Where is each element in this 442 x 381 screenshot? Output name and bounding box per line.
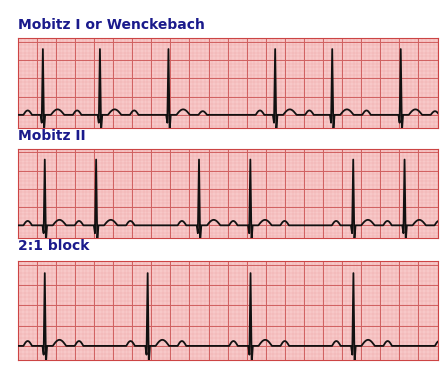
Text: Mobitz I or Wenckebach: Mobitz I or Wenckebach [18, 18, 205, 32]
Text: 2:1 block: 2:1 block [18, 239, 89, 253]
Text: Mobitz II: Mobitz II [18, 129, 85, 143]
